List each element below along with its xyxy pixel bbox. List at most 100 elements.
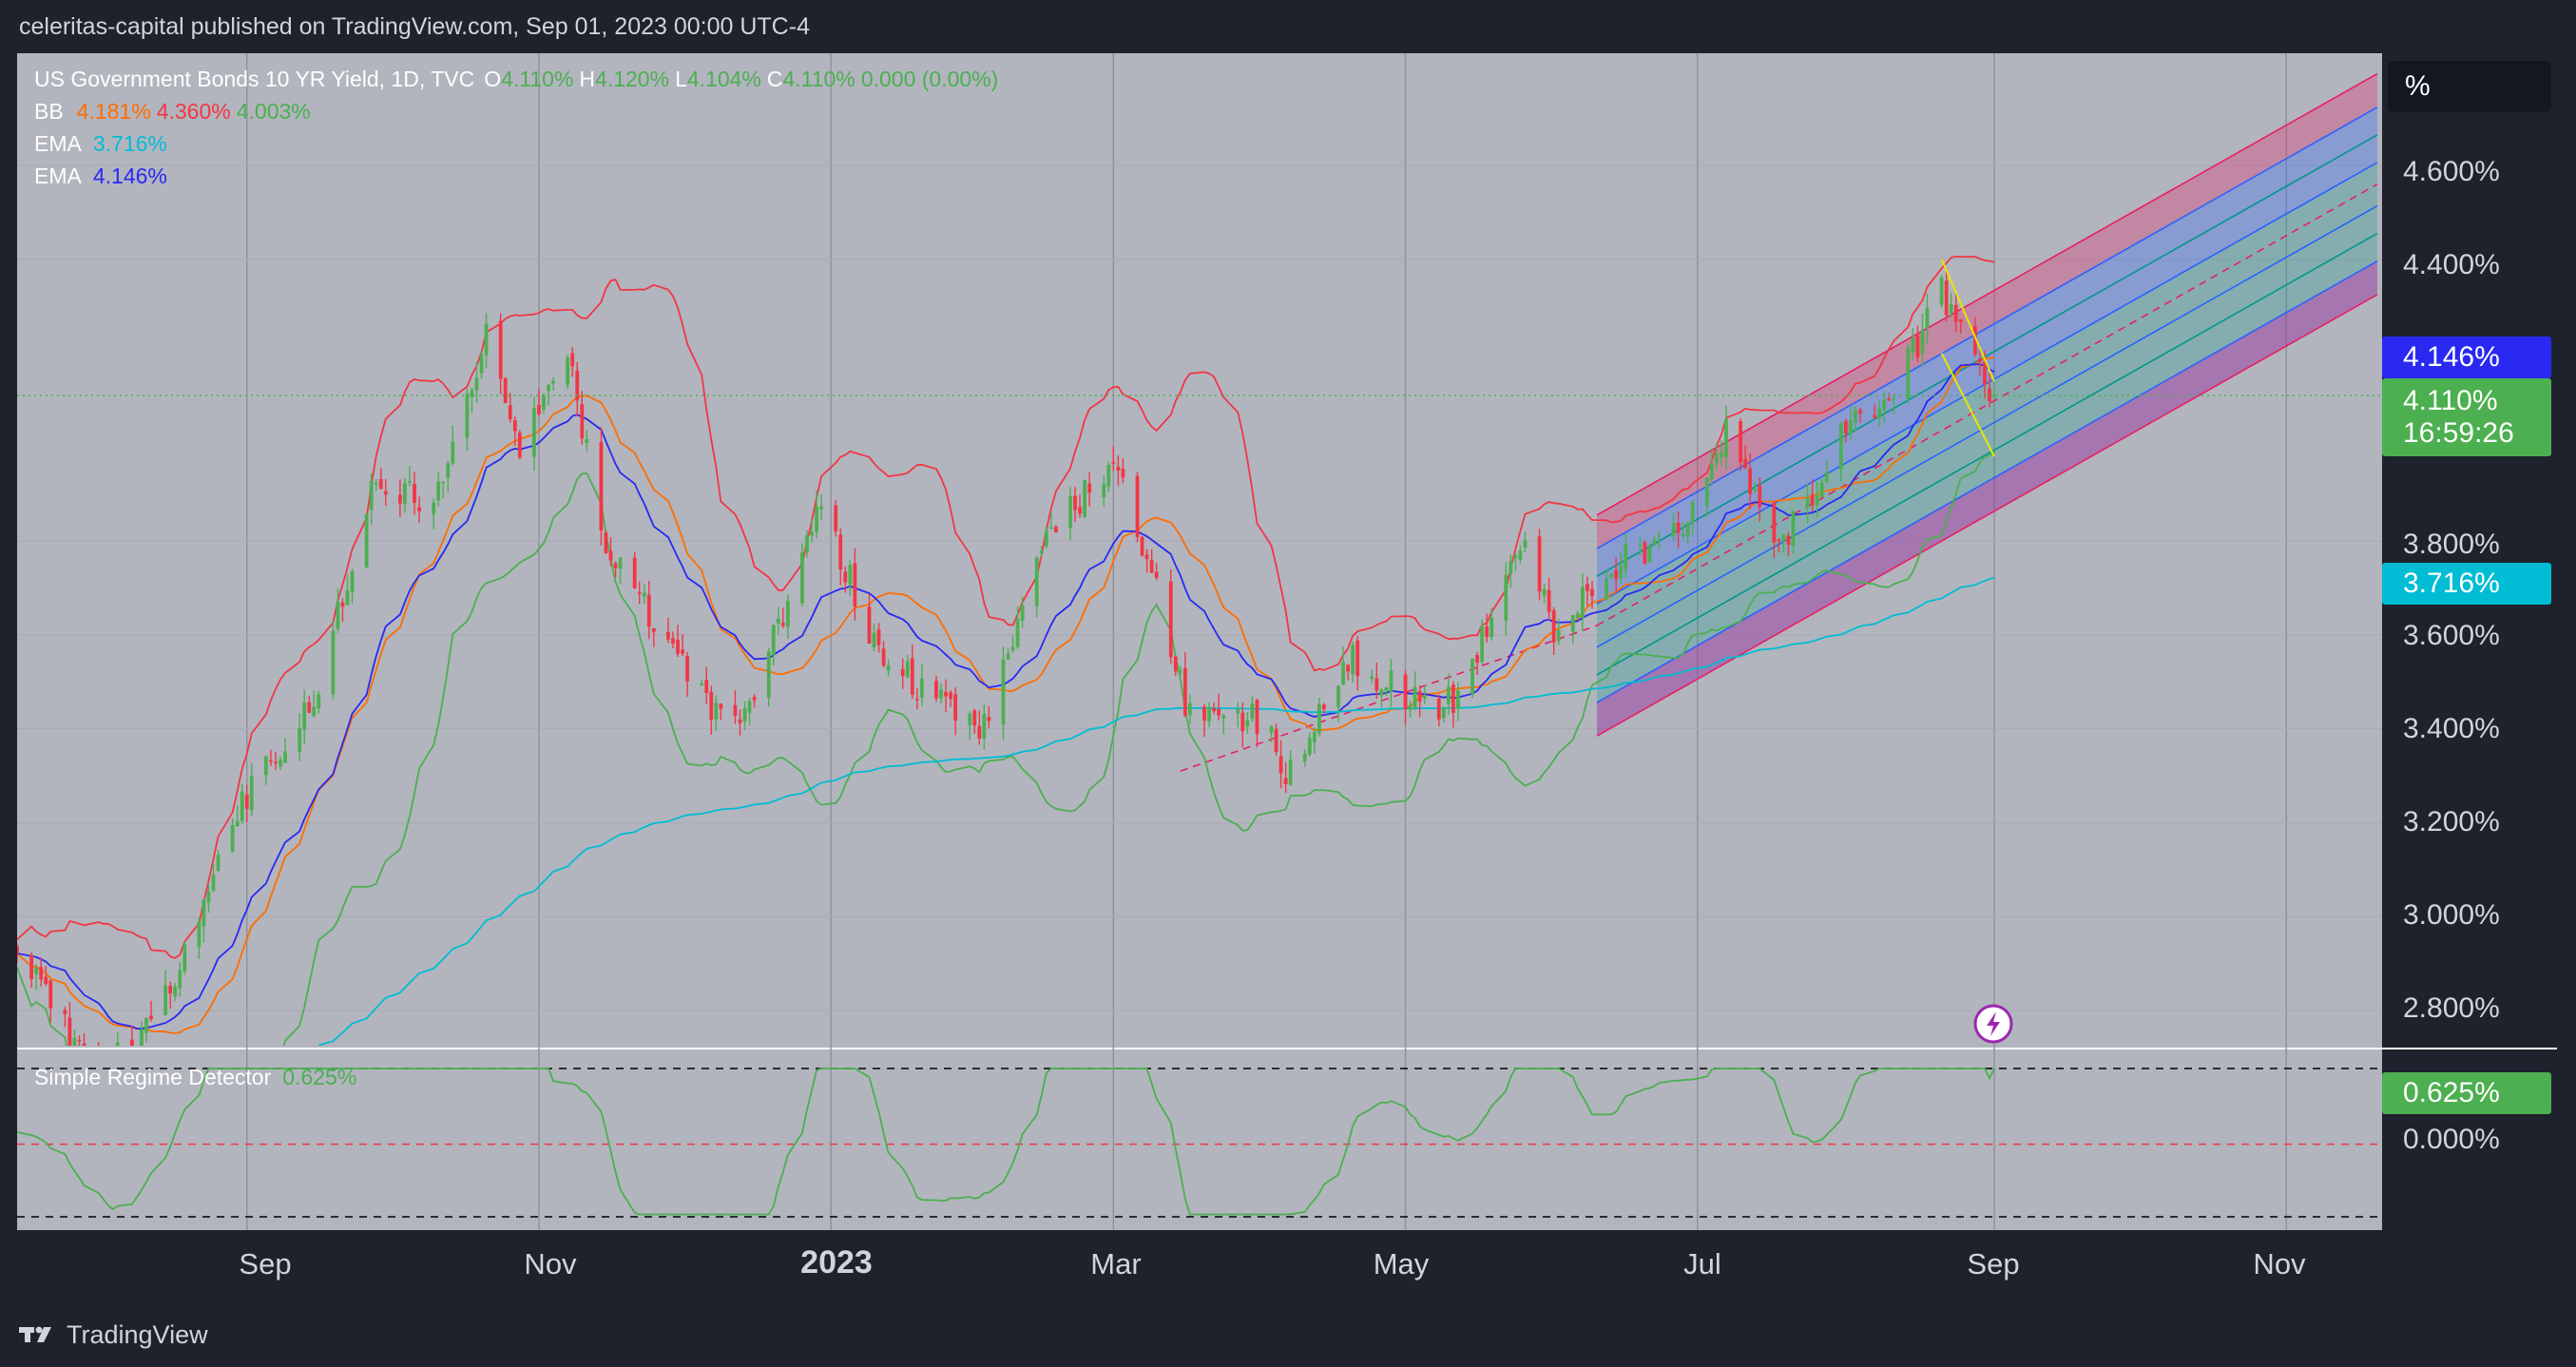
candle-body	[575, 370, 580, 401]
candle-body	[1053, 527, 1058, 533]
candle-body	[1288, 759, 1293, 785]
candle-body	[953, 694, 958, 721]
candle-body	[1475, 655, 1479, 664]
candle-body	[637, 592, 642, 594]
candle-body	[1906, 348, 1911, 399]
candle-body	[752, 697, 757, 701]
candle-body	[1681, 534, 1685, 536]
candle-body	[298, 727, 302, 753]
candle-body	[1992, 395, 1996, 397]
channel-band-mid-lower	[1597, 260, 2377, 737]
candle-body	[1709, 463, 1714, 480]
candle-body	[1972, 326, 1977, 355]
symbol-title: US Government Bonds 10 YR Yield, 1D, TVC	[34, 67, 475, 91]
footer-brand[interactable]: TradingView	[19, 1316, 208, 1354]
percent-scale-button[interactable]: %	[2388, 61, 2551, 112]
candle-body	[479, 355, 484, 374]
y-tick-label: 3.200%	[2403, 806, 2500, 838]
candle-body	[503, 377, 508, 403]
candle-body	[1389, 670, 1394, 692]
candle-body	[1988, 388, 1991, 402]
candle-body	[1624, 544, 1628, 569]
candle-body	[1149, 559, 1154, 573]
candle-body	[671, 638, 675, 644]
channel-band-outer-lower	[1597, 260, 2377, 737]
candle-body	[1509, 561, 1513, 574]
last-price-tag: 4.110% 16:59:26	[2382, 378, 2551, 456]
candle-body	[1518, 550, 1523, 560]
candle-body	[1882, 399, 1887, 411]
candle-body	[168, 985, 173, 994]
candle-body	[805, 535, 809, 552]
candle-body	[1322, 704, 1326, 710]
candle-body	[1748, 468, 1753, 494]
indicator-pane-background	[17, 1049, 2382, 1230]
candle-body	[230, 825, 235, 852]
last-price-value: 4.110%	[2403, 385, 2498, 416]
candle-body	[905, 661, 910, 678]
candle-body	[211, 874, 216, 891]
candle-body	[307, 702, 312, 713]
candle-body	[1739, 421, 1742, 463]
candle-body	[1048, 527, 1053, 529]
regime-label: Simple Regime Detector	[34, 1065, 272, 1089]
candle-body	[1753, 488, 1758, 491]
channel-line	[1596, 134, 2378, 577]
candle-body	[1504, 574, 1509, 621]
candle-body	[1944, 280, 1949, 316]
candle-body	[1283, 778, 1288, 784]
x-tick-label: Mar	[1090, 1247, 1142, 1280]
candle-body	[1556, 629, 1561, 642]
candle-body	[1140, 536, 1144, 556]
candle-body	[1255, 700, 1259, 734]
candle-body	[1513, 555, 1518, 559]
candle-body	[810, 531, 814, 536]
channel-line	[1596, 294, 2378, 737]
candle-body	[714, 703, 719, 720]
candle-body	[766, 651, 771, 699]
candle-body	[1001, 659, 1006, 725]
candle-body	[838, 534, 843, 570]
candle-body	[1370, 676, 1375, 680]
candle-body	[72, 1037, 77, 1046]
y-tick-label: 3.600%	[2403, 620, 2500, 651]
candle-body	[1949, 303, 1953, 314]
channel-band-outer-upper	[1597, 73, 2377, 549]
candle-body	[29, 954, 33, 980]
candle-body	[1436, 698, 1441, 720]
candle-body	[1006, 653, 1010, 660]
candle-body	[618, 557, 623, 568]
candle-body	[1154, 571, 1159, 578]
candle-body	[1676, 522, 1681, 533]
candle-body	[919, 678, 924, 698]
bb-legend: BB 4.181% 4.360% 4.003%	[34, 99, 317, 125]
candle-body	[547, 384, 550, 392]
candle-body	[1523, 540, 1528, 548]
candle-body	[604, 532, 608, 554]
candle-body	[163, 985, 168, 1015]
candle-body	[1720, 452, 1723, 457]
candle-body	[441, 481, 446, 484]
candle-body	[738, 719, 742, 723]
candle-body	[1020, 605, 1025, 621]
candle-body	[1236, 708, 1240, 714]
candle-body	[364, 513, 369, 568]
candle-body	[853, 563, 857, 607]
ema-fast-line	[17, 363, 1995, 1030]
regime-indicator	[17, 1068, 2382, 1218]
high-value: 4.120%	[595, 67, 670, 91]
candle-body	[1417, 691, 1422, 702]
candle-body	[1375, 678, 1379, 691]
candle-body	[1824, 472, 1829, 482]
candle-body	[517, 432, 522, 458]
candle-body	[1384, 687, 1389, 691]
y-tick-label: 2.800%	[2403, 992, 2500, 1024]
candle-body	[383, 491, 388, 495]
y-tick-label: 3.400%	[2403, 713, 2500, 744]
candle-body	[279, 760, 282, 767]
candle-body	[700, 683, 704, 685]
channel-line	[1596, 260, 2378, 703]
candle-body	[202, 899, 206, 927]
candle-body	[1207, 706, 1211, 722]
